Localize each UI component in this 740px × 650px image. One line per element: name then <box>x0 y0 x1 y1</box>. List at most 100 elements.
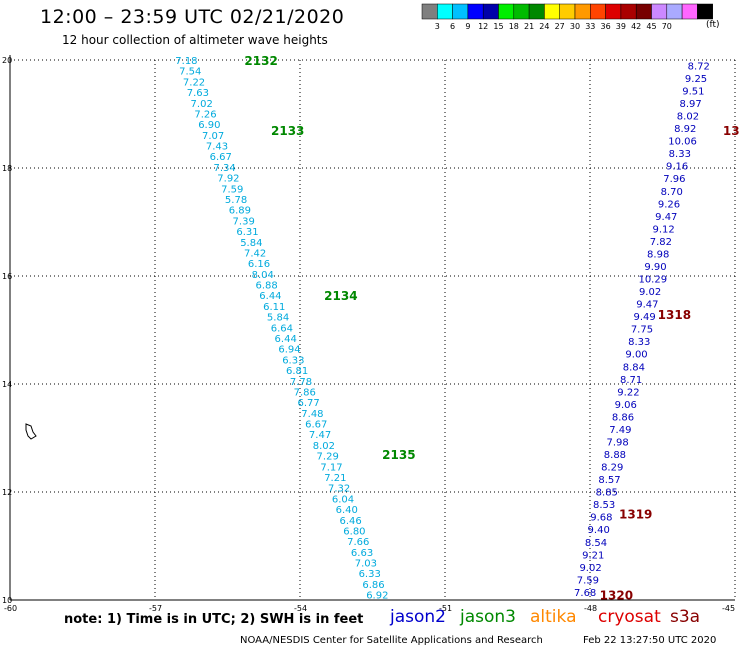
wave-height-value: 7.96 <box>663 174 685 185</box>
wave-height-value: 8.86 <box>612 412 634 423</box>
wave-height-value: 8.88 <box>604 450 626 461</box>
wave-height-value: 7.49 <box>609 425 631 436</box>
legend-label: 30 <box>570 22 580 31</box>
legend-label: 15 <box>493 22 503 31</box>
wave-height-value: 6.44 <box>259 291 281 302</box>
lat-tick-label: 12 <box>2 488 12 497</box>
wave-height-value: 7.18 <box>175 56 197 67</box>
wave-height-value: 6.33 <box>282 355 304 366</box>
legend-swatch <box>574 3 591 20</box>
orbit-number-label: 2134 <box>324 289 357 303</box>
wave-height-value: 8.57 <box>598 475 620 486</box>
wave-height-value: 7.98 <box>606 437 628 448</box>
wave-height-value: 9.00 <box>625 350 647 361</box>
legend-label: 6 <box>450 22 455 31</box>
wave-height-value: 7.59 <box>577 575 599 586</box>
wave-height-value: 8.29 <box>601 463 623 474</box>
island-outline <box>25 423 37 440</box>
color-legend: 3 6 9 12 15 18 21 24 27 30 33 36 39 42 45 70 <box>421 3 713 31</box>
wave-height-value: 7.07 <box>202 131 224 142</box>
wave-height-value: 7.03 <box>355 559 377 570</box>
wave-height-value: 7.32 <box>328 484 350 495</box>
lon-tick-label: -57 <box>149 604 162 613</box>
wave-height-value: 8.54 <box>585 538 607 549</box>
wave-height-value: 8.71 <box>620 375 642 386</box>
wave-height-value: 7.21 <box>324 473 346 484</box>
legend-label: 12 <box>478 22 488 31</box>
legend-label: 18 <box>509 22 519 31</box>
wave-height-value: 9.26 <box>658 199 680 210</box>
wave-height-value: 8.02 <box>677 112 699 123</box>
wave-height-value: 8.33 <box>669 149 691 160</box>
wave-height-value: 8.84 <box>623 362 645 373</box>
legend-swatch <box>635 3 652 20</box>
wave-height-value: 6.89 <box>229 206 251 217</box>
wave-height-value: 6.63 <box>351 548 373 559</box>
wave-height-value: 6.77 <box>297 398 319 409</box>
wave-height-value: 9.02 <box>579 563 601 574</box>
satellite-jason2: jason2 <box>390 607 446 627</box>
legend-swatch <box>498 3 515 20</box>
legend-swatch <box>452 3 469 20</box>
legend-label: 27 <box>555 22 565 31</box>
wave-height-value: 6.67 <box>305 420 327 431</box>
wave-height-value: 6.46 <box>339 516 361 527</box>
wave-height-value: 8.85 <box>596 488 618 499</box>
legend-label: 42 <box>631 22 641 31</box>
orbit-number-label: 2132 <box>244 54 277 68</box>
wave-height-value: 6.80 <box>343 526 365 537</box>
lat-tick-label: 20 <box>2 56 12 65</box>
wave-height-value: 7.78 <box>290 377 312 388</box>
altimeter-tracks: 7.187.547.227.637.027.266.907.077.436.67… <box>175 54 740 603</box>
wave-height-value: 9.22 <box>617 387 639 398</box>
legend-swatch <box>605 3 622 20</box>
page-title: 12:00 – 23:59 UTC 02/21/2020 <box>40 6 345 28</box>
wave-height-value: 6.31 <box>236 227 258 238</box>
wave-height-value: 6.16 <box>248 259 270 270</box>
legend-label: 39 <box>616 22 626 31</box>
legend-label: 33 <box>585 22 595 31</box>
wave-height-value: 10.29 <box>638 275 667 286</box>
wave-height-value: 9.51 <box>682 86 704 97</box>
wave-height-value: 6.67 <box>210 152 232 163</box>
wave-height-value: 8.33 <box>628 337 650 348</box>
wave-height-value: 7.42 <box>244 248 266 259</box>
wave-height-value: 6.81 <box>286 366 308 377</box>
wave-height-value: 8.92 <box>674 124 696 135</box>
orbit-number-label: 1317 <box>723 124 740 138</box>
legend-swatch <box>544 3 560 20</box>
satellite-cryosat: cryosat <box>598 607 661 627</box>
wave-height-value: 9.12 <box>652 224 674 235</box>
wave-height-value: 7.59 <box>221 184 243 195</box>
wave-height-value: 7.17 <box>320 462 342 473</box>
satellite-jason3: jason3 <box>460 607 516 627</box>
wave-height-value: 10.06 <box>668 137 697 148</box>
wave-height-value: 7.66 <box>347 537 369 548</box>
wave-height-value: 9.21 <box>582 550 604 561</box>
legend-label: 45 <box>646 22 656 31</box>
legend-label: 36 <box>601 22 611 31</box>
lon-tick-label: -60 <box>4 604 17 613</box>
wave-height-value: 7.68 <box>574 588 596 599</box>
legend-swatch <box>482 3 499 20</box>
lon-tick-label: -45 <box>722 604 735 613</box>
legend-label: 21 <box>524 22 534 31</box>
wave-height-value: 8.04 <box>252 270 274 281</box>
satellite-s3a: s3a <box>670 607 701 627</box>
legend-label: 24 <box>539 22 549 31</box>
wave-height-value: 9.06 <box>615 400 637 411</box>
wave-height-value: 5.78 <box>225 195 247 206</box>
legend-swatch <box>666 3 683 20</box>
wave-height-value: 7.75 <box>631 325 653 336</box>
wave-height-value: 8.53 <box>593 500 615 511</box>
legend-swatch <box>513 3 530 20</box>
legend-label: 3 <box>435 22 440 31</box>
orbit-number-label: 1319 <box>619 508 652 522</box>
wave-height-value: 7.43 <box>206 142 228 153</box>
wave-height-value: 5.84 <box>267 313 289 324</box>
legend-label: 9 <box>465 22 470 31</box>
lon-tick-label: -51 <box>439 604 452 613</box>
legend-swatch <box>421 3 438 20</box>
legend-swatch <box>528 3 545 20</box>
